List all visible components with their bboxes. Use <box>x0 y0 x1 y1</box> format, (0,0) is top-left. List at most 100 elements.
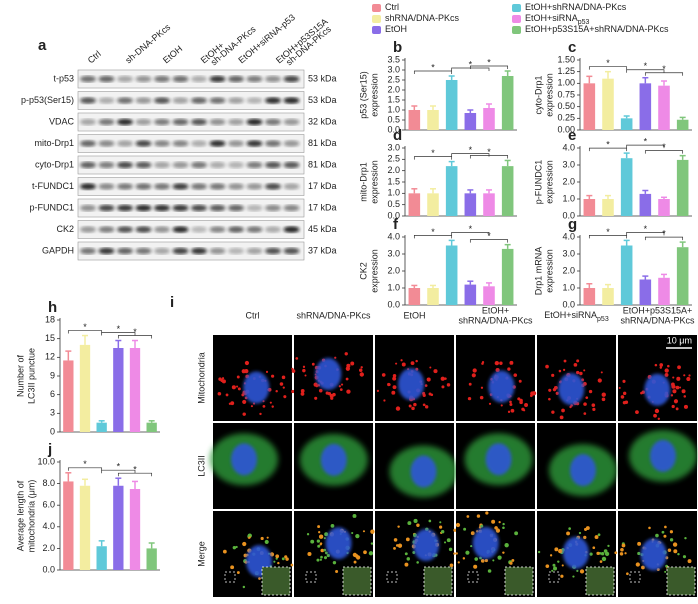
mito-speck <box>236 385 239 388</box>
mito-speck <box>683 395 687 398</box>
y-tick-label: 4.0 <box>42 521 55 531</box>
blot-band <box>172 226 189 233</box>
mito-speck <box>346 389 351 394</box>
mito-speck <box>524 403 529 407</box>
mito-speck <box>519 398 523 403</box>
mito-speck <box>683 404 689 409</box>
nucleus <box>413 529 440 562</box>
mito-speck <box>265 370 269 373</box>
blot-band <box>246 204 263 212</box>
mito-speck <box>443 541 447 544</box>
mito-speck <box>304 374 307 377</box>
bar <box>583 288 596 305</box>
mito-speck <box>600 551 605 556</box>
y-axis-label: CK2 <box>358 262 368 280</box>
mito-speck <box>479 395 484 400</box>
mito-speck <box>453 552 456 555</box>
mito-speck <box>509 400 512 404</box>
y-tick-label: 2.0 <box>42 543 55 553</box>
mito-speck <box>509 360 514 365</box>
roi-box <box>629 571 641 583</box>
mito-speck <box>232 545 237 550</box>
blot-band <box>283 183 300 190</box>
bar <box>96 546 107 570</box>
blot-band <box>283 161 300 169</box>
y-tick-label: 3 <box>50 408 55 418</box>
mito-speck <box>323 556 328 560</box>
legend-text: EtOH+siRNA <box>525 13 578 23</box>
mito-speck <box>283 395 287 399</box>
significance-label: * <box>606 139 610 149</box>
mito-speck <box>279 382 284 386</box>
bar <box>464 284 477 305</box>
y-axis-label: expression <box>369 160 379 204</box>
y-tick-label: 3.0 <box>562 159 575 169</box>
y-axis-label: cyto-Drp1 <box>533 75 543 114</box>
mito-speck <box>393 538 398 542</box>
significance-bracket <box>644 150 684 154</box>
mito-speck <box>275 557 278 560</box>
significance-bracket <box>588 235 628 239</box>
significance-label: * <box>487 231 491 241</box>
inset <box>423 566 453 596</box>
mito-speck <box>672 376 675 379</box>
column-header: EtOH+ <box>482 305 509 315</box>
blot-band <box>98 183 115 190</box>
mito-speck <box>318 388 323 393</box>
mito-speck <box>344 352 348 356</box>
significance-bracket <box>469 155 509 159</box>
legend-text: shRNA/DNA-PKcs <box>385 13 460 23</box>
mito-speck <box>509 561 513 565</box>
blot-band <box>135 204 152 212</box>
mito-speck <box>311 362 315 366</box>
bar <box>483 286 495 305</box>
significance-bracket <box>451 153 490 157</box>
mito-speck <box>576 359 580 363</box>
mito-speck <box>548 388 552 392</box>
mito-speck <box>314 396 318 400</box>
mito-speck <box>548 397 551 401</box>
blot-size-label: 37 kDa <box>308 245 337 255</box>
mito-speck <box>397 543 403 548</box>
significance-bracket <box>644 236 684 241</box>
y-axis-label: LC3II punctue <box>26 348 36 404</box>
mito-speck <box>675 385 680 390</box>
mito-speck <box>359 372 365 377</box>
roi-box <box>548 571 560 583</box>
mito-speck <box>413 402 417 407</box>
mito-speck <box>355 533 360 539</box>
mito-speck <box>269 401 272 404</box>
mito-speck <box>422 393 426 397</box>
y-tick-label: 1.0 <box>562 193 575 203</box>
significance-label: * <box>487 57 491 67</box>
blot-band <box>283 204 300 212</box>
significance-bracket <box>67 467 103 471</box>
blot-band <box>191 97 207 104</box>
mito-speck <box>408 404 412 408</box>
mito-speck <box>271 405 274 408</box>
mito-speck <box>667 548 672 553</box>
significance-label: * <box>487 147 491 157</box>
bar <box>96 422 107 432</box>
mito-speck <box>558 548 563 554</box>
bar <box>408 288 421 305</box>
y-tick-label: 1.50 <box>557 54 575 64</box>
y-tick-label: 3.0 <box>387 142 400 152</box>
scale-bar-label: 10 μm <box>667 335 692 345</box>
mito-speck <box>648 526 651 530</box>
mito-speck <box>530 394 533 398</box>
panel-label: c <box>568 39 576 56</box>
blot-band <box>117 140 133 147</box>
mito-speck <box>465 550 470 555</box>
blot-band <box>228 161 244 169</box>
blot-band <box>117 118 133 126</box>
mito-speck <box>561 408 565 413</box>
nucleus <box>485 443 512 476</box>
mito-speck <box>407 521 412 526</box>
mito-speck <box>688 374 691 377</box>
y-tick-label: 4.0 <box>387 231 400 241</box>
mito-speck <box>551 569 554 572</box>
mito-speck <box>555 391 559 395</box>
mito-speck <box>295 357 299 360</box>
mito-speck <box>416 561 419 564</box>
